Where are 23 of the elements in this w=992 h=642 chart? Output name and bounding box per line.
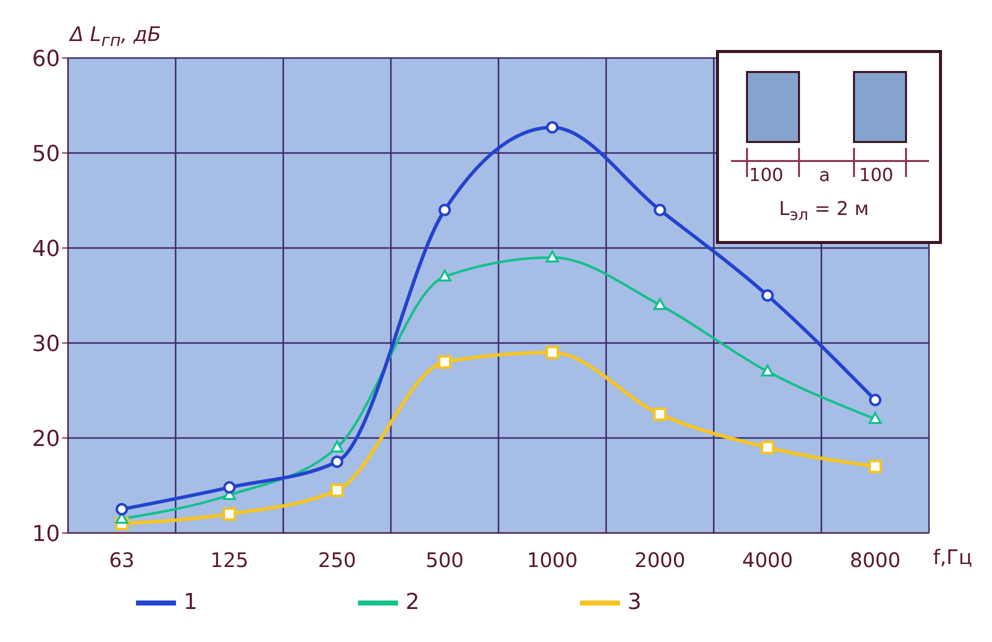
x-axis-title: f,Гц (933, 545, 972, 569)
x-tick-label: 250 (318, 548, 356, 572)
x-tick-label: 125 (210, 548, 249, 572)
x-tick-label: 63 (109, 548, 135, 572)
legend-label: 3 (628, 590, 642, 616)
annotation: 100 (749, 165, 784, 186)
y-tick-label: 60 (32, 46, 60, 72)
y-tick-label: 20 (32, 426, 60, 452)
x-tick-label: 500 (426, 548, 464, 572)
y-axis-title: Δ L$_{гп}$, дБ (70, 22, 162, 50)
x-tick-label: 8000 (850, 548, 901, 572)
annotation: L$_{эл}$ = 2 м (779, 198, 869, 224)
x-tick-label: 1000 (526, 548, 578, 572)
annotation: a (819, 165, 830, 186)
x-tick-label: 4000 (742, 548, 794, 572)
x-tick-label: 2000 (634, 548, 686, 572)
legend-label: 1 (184, 590, 198, 616)
legend-label: 2 (406, 590, 420, 616)
y-tick-label: 50 (32, 142, 60, 167)
y-tick-label: 10 (32, 522, 60, 547)
y-tick-label: 40 (32, 236, 60, 262)
y-tick-label: 30 (32, 332, 60, 357)
annotation: 100 (859, 165, 894, 186)
